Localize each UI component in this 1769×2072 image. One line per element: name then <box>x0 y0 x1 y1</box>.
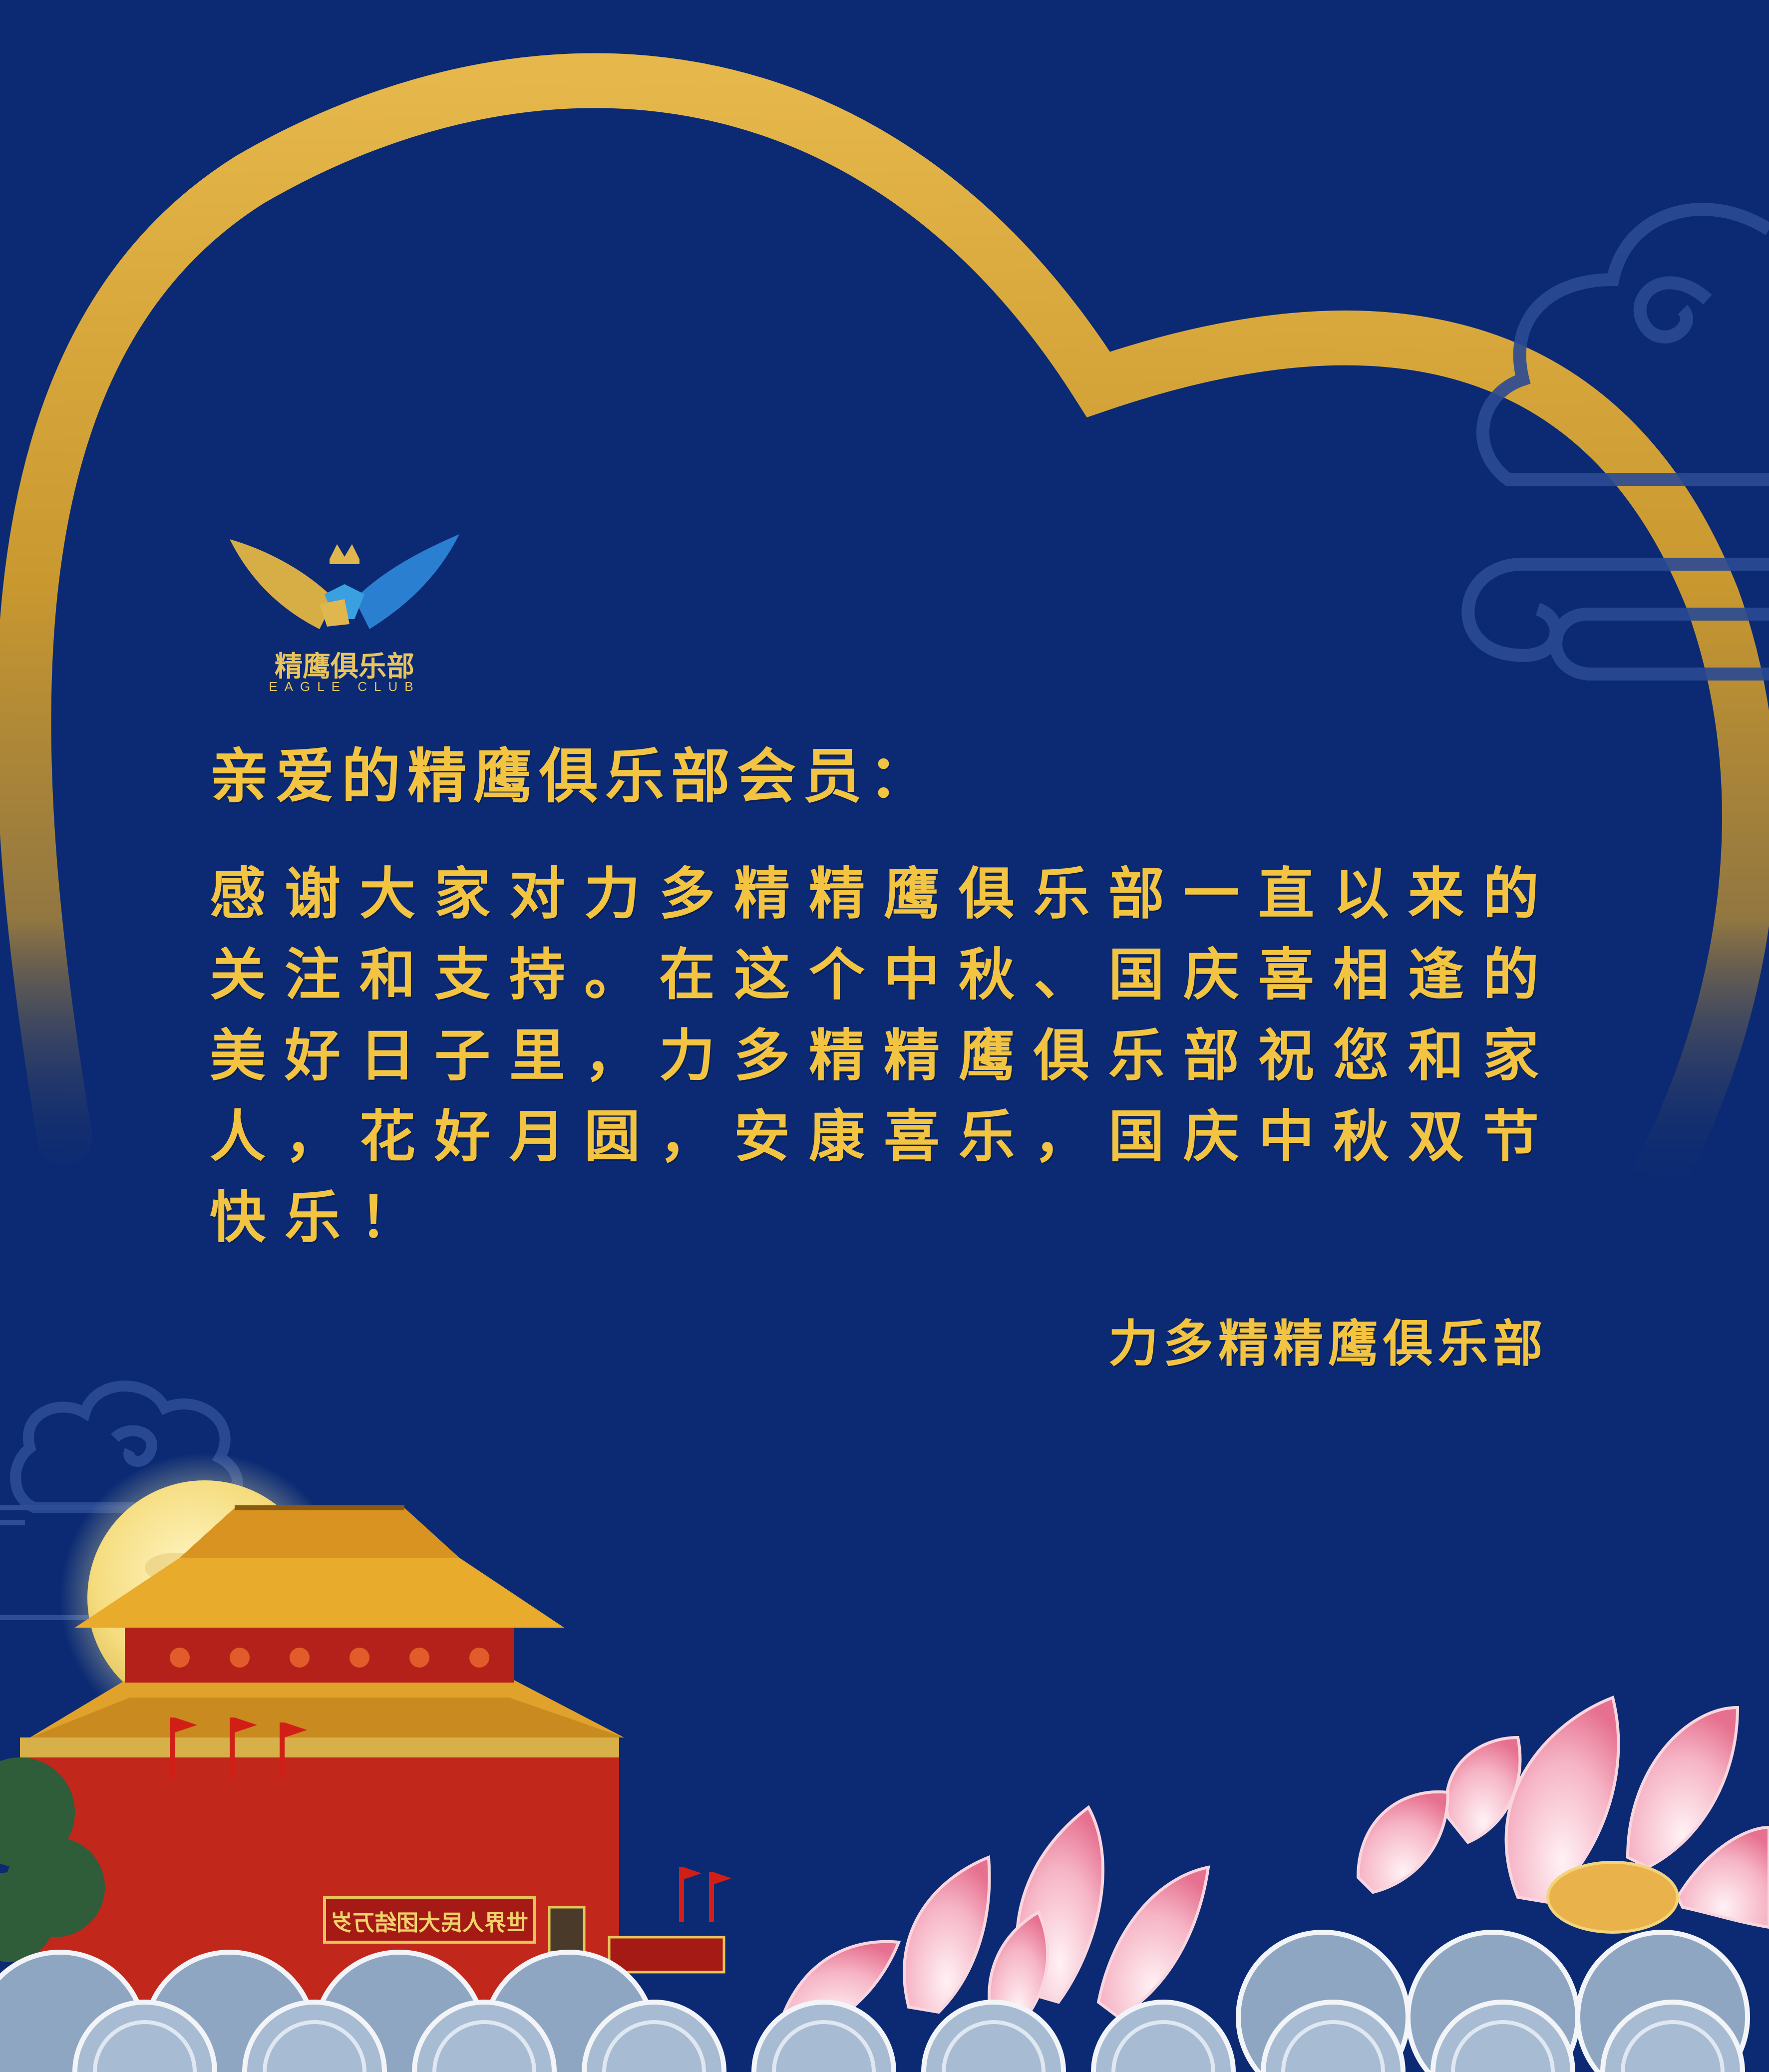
lotus-right <box>1356 1695 1769 1934</box>
handshake-wings-icon <box>230 534 459 629</box>
wave-pattern <box>0 1930 1750 2072</box>
greeting-heading: 亲爱的精鹰俱乐部会员： <box>210 741 935 811</box>
logo-subtitle: EAGLE CLUB <box>269 679 420 694</box>
heart-outline <box>0 53 1769 1226</box>
signature: 力多精精鹰俱乐部 <box>1108 1314 1548 1373</box>
gate-banner-text: 世界人民大团结万岁 <box>331 1910 528 1936</box>
message-body: 感谢大家对力多精精鹰俱乐部一直以来的关注和支持。在这个中秋、国庆喜相逢的美好日子… <box>210 861 1558 1250</box>
cloud-decoration-right <box>1461 203 1769 681</box>
logo-name: 精鹰俱乐部 <box>275 651 414 682</box>
eagle-club-logo: 精鹰俱乐部 EAGLE CLUB <box>225 529 464 694</box>
trees <box>0 1757 105 1962</box>
